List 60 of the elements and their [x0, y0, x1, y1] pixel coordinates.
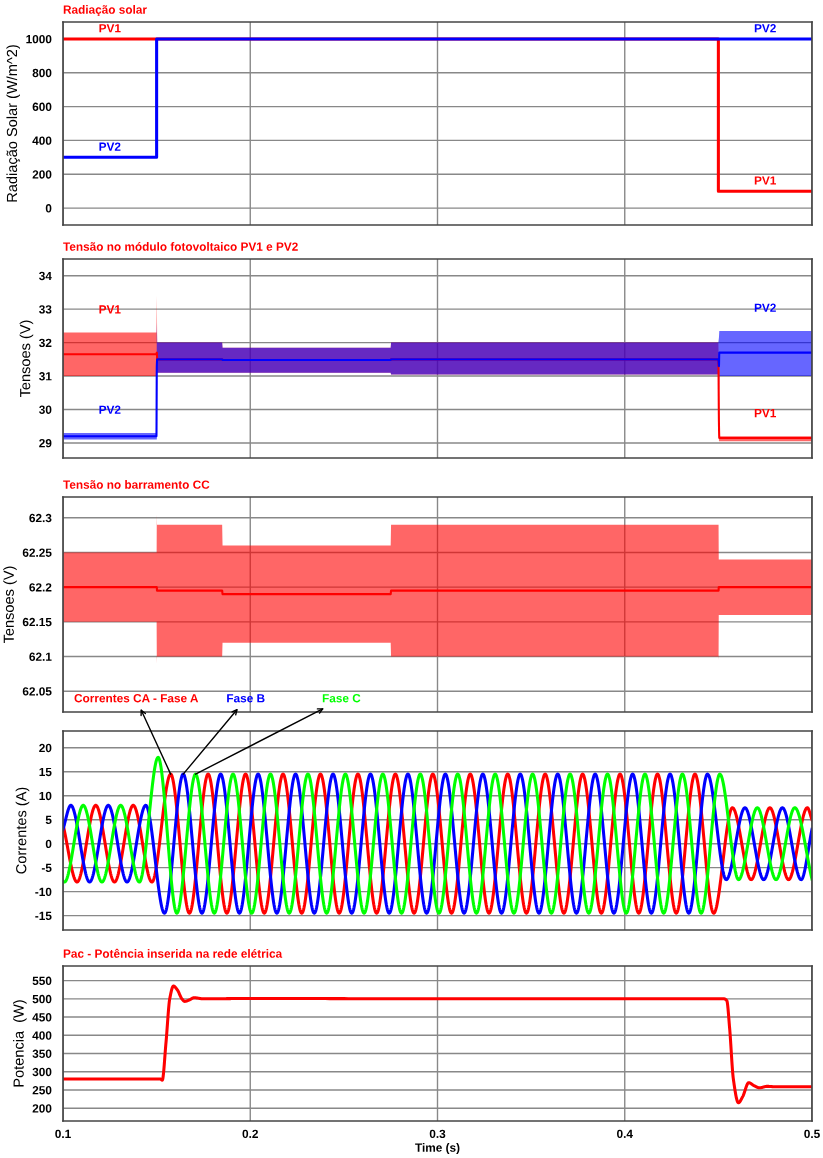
y-tick-label: 200 [32, 170, 52, 179]
y-tick-label: 20 [39, 743, 52, 753]
y-tick-label: 62.05 [22, 687, 52, 696]
y-axis-title: Tensoes (V) [19, 320, 34, 398]
y-tick-label: 33 [39, 305, 52, 314]
annotation: Fase B [227, 694, 265, 703]
y-axis-title: Tensoes (V) [3, 566, 17, 644]
y-tick-label: 200 [32, 1104, 52, 1113]
annotation: PV1 [754, 409, 777, 418]
y-tick-label: 5 [45, 815, 52, 825]
y-axis-title: Potencia (W) [13, 1000, 27, 1087]
annotation: PV2 [754, 303, 776, 312]
y-tick-label: 0 [45, 204, 52, 213]
y-tick-label: 34 [39, 271, 52, 281]
y-tick-label: 62.3 [29, 513, 52, 523]
annotation: Fase C [322, 694, 361, 703]
y-tick-label: 250 [32, 1086, 52, 1095]
y-tick-label: 62.1 [29, 652, 52, 661]
y-tick-label: 450 [32, 1013, 52, 1022]
annotation: PV1 [99, 24, 121, 33]
y-tick-label: 400 [32, 136, 52, 145]
y-tick-label: 300 [32, 1067, 52, 1077]
y-tick-label: 800 [32, 68, 52, 78]
y-tick-label: -15 [35, 911, 52, 921]
y-tick-label: -10 [35, 887, 52, 897]
y-tick-label: 32 [39, 338, 52, 348]
y-tick-label: 10 [39, 791, 52, 801]
y-tick-label: 600 [32, 102, 52, 111]
x-tick-label: 0.4 [617, 1129, 633, 1138]
y-tick-label: 400 [32, 1031, 52, 1040]
x-tick-label: 0.1 [55, 1129, 71, 1138]
annotation: PV1 [99, 305, 121, 314]
y-tick-label: 62.25 [22, 548, 52, 557]
y-tick-label: 15 [39, 767, 52, 777]
chart-title: Radiação solar [63, 5, 147, 17]
y-tick-label: -5 [41, 863, 52, 873]
y-tick-label: 62.15 [22, 617, 52, 627]
y-tick-label: 0 [45, 839, 52, 849]
y-tick-label: 62.2 [29, 583, 52, 592]
x-tick-label: 0.2 [242, 1129, 258, 1138]
chart-title: Tensão no módulo fotovoltaico PV1 e PV2 [63, 242, 298, 251]
y-axis-title: Radiação Solar (W/m^2) [6, 45, 21, 202]
annotation: PV2 [754, 24, 776, 33]
y-tick-label: 30 [39, 405, 52, 414]
annotation: Correntes CA - Fase A [74, 694, 199, 703]
x-axis-title: Time (s) [415, 1143, 460, 1155]
y-tick-label: 1000 [26, 34, 52, 44]
annotation: PV2 [99, 142, 121, 151]
y-tick-label: 550 [32, 976, 52, 985]
x-tick-label: 0.5 [804, 1129, 820, 1138]
annotation: PV2 [99, 405, 121, 414]
y-tick-label: 350 [32, 1049, 52, 1058]
y-axis-title: Correntes (A) [15, 787, 30, 874]
x-tick-label: 0.3 [429, 1129, 446, 1139]
y-tick-label: 31 [39, 372, 52, 381]
chart-title: Tensão no barramento CC [63, 480, 210, 489]
y-tick-label: 29 [39, 438, 52, 448]
chart-title: Pac - Potência inserida na rede elétrica [63, 948, 283, 958]
annotation: PV1 [754, 176, 777, 185]
y-tick-label: 500 [32, 994, 52, 1004]
